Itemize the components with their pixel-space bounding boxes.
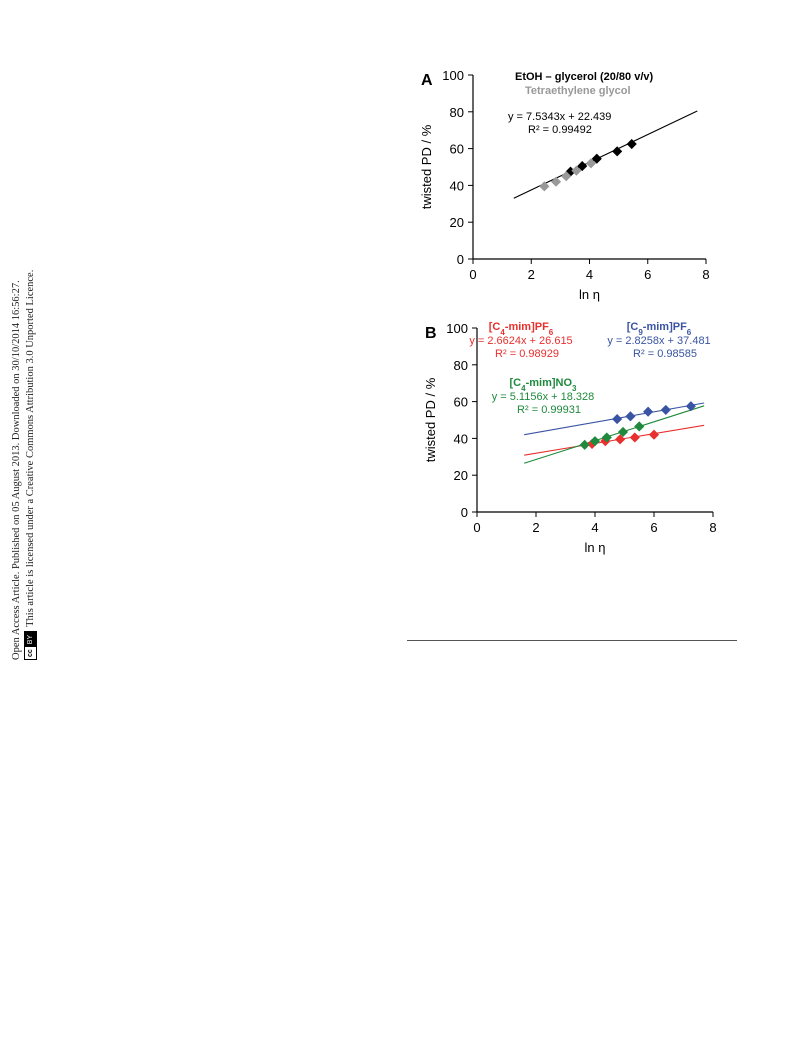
data-point: [585, 158, 597, 169]
fit-line: [524, 424, 705, 456]
data-point: [660, 404, 671, 415]
x-tick-label: 8: [702, 267, 709, 282]
data-point: [648, 429, 660, 440]
data-point: [625, 411, 636, 422]
y-tick-label: 0: [461, 505, 468, 520]
fit-line: [524, 405, 705, 464]
data-point: [643, 406, 654, 417]
y-axis-title: twisted PD / %: [419, 124, 434, 209]
y-tick-label: 60: [450, 142, 464, 157]
y-tick-label: 0: [457, 252, 464, 267]
y-tick-label: 20: [454, 468, 468, 483]
y-tick-label: 80: [454, 358, 468, 373]
y-axis-title: twisted PD / %: [423, 377, 438, 462]
data-point: [617, 426, 629, 438]
data-point: [589, 436, 601, 447]
data-point: [579, 439, 590, 450]
y-tick-label: 20: [450, 215, 464, 230]
y-tick-label: 80: [450, 105, 464, 120]
y-tick-label: 40: [454, 431, 468, 446]
data-point: [577, 161, 588, 172]
data-point: [634, 421, 645, 432]
x-axis-title: ln η: [579, 287, 600, 302]
fit-equation: y = 7.5343x + 22.439: [508, 111, 611, 123]
x-tick-label: 4: [591, 520, 598, 535]
license-notice: ccBY This article is licensed under a Cre…: [24, 200, 38, 660]
y-tick-label: 40: [450, 178, 464, 193]
x-tick-label: 2: [528, 267, 535, 282]
fit-r2: R² = 0.98585: [633, 348, 697, 360]
fit-equation: y = 5.1156x + 18.328: [492, 391, 595, 403]
data-point: [615, 434, 626, 445]
data-point: [629, 432, 640, 443]
cc-badge-label: cc: [25, 647, 37, 659]
data-point: [612, 146, 623, 157]
panel-label: A: [421, 72, 433, 89]
x-tick-label: 6: [650, 520, 657, 535]
fit-equation: y = 2.6624x + 26.615: [469, 335, 572, 347]
chart-panel-b: B 0 20 40 60 80 100 0 2 4 6 8 ln η twisted PD / % [C4-…: [423, 321, 717, 555]
legend-entry: [C4-mim]NO3: [510, 377, 578, 393]
data-point: [601, 432, 612, 443]
x-axis-title: ln η: [585, 540, 606, 555]
y-tick-label: 100: [446, 321, 468, 336]
x-tick-label: 0: [473, 520, 480, 535]
data-point: [561, 171, 572, 182]
fit-equation: y = 2.8258x + 37.481: [607, 335, 710, 347]
data-point: [571, 165, 582, 176]
cc-by-badge-icon[interactable]: ccBY: [24, 630, 38, 660]
fit-r2: R² = 0.99492: [528, 124, 592, 136]
data-point: [591, 153, 602, 164]
data-point: [685, 401, 696, 412]
x-tick-label: 8: [709, 520, 716, 535]
data-point: [626, 138, 637, 150]
access-notice: Open Access Article. Published on 05 Aug…: [11, 280, 22, 660]
panel-label: B: [425, 325, 437, 342]
figure: A 0 20 40 60 80 100 0 2 4 6 8 ln η twisted PD / % EtOH…: [400, 50, 760, 570]
data-point: [550, 176, 562, 187]
data-point: [612, 414, 623, 425]
x-tick-label: 0: [469, 267, 476, 282]
license-text[interactable]: This article is licensed under a Creativ…: [25, 269, 36, 627]
fit-r2: R² = 0.98929: [495, 348, 559, 360]
y-tick-label: 100: [442, 68, 464, 83]
x-tick-label: 6: [644, 267, 651, 282]
legend-entry: Tetraethylene glycol: [525, 85, 631, 97]
license-sidebar: Open Access Article. Published on 05 Aug…: [10, 200, 38, 660]
x-tick-label: 4: [586, 267, 593, 282]
y-tick-label: 60: [454, 395, 468, 410]
legend-entry: [C9-mim]PF6: [627, 321, 692, 337]
chart-panel-a: A 0 20 40 60 80 100 0 2 4 6 8 ln η twisted PD / % EtOH…: [419, 68, 710, 302]
license-sidebar-text: Open Access Article. Published on 05 Aug…: [10, 200, 38, 660]
fit-r2: R² = 0.99931: [517, 404, 581, 416]
data-point: [539, 181, 550, 192]
section-divider: [407, 640, 737, 641]
legend-entry: EtOH – glycerol (20/80 v/v): [515, 71, 654, 83]
x-tick-label: 2: [532, 520, 539, 535]
legend-entry: [C4-mim]PF6: [489, 321, 554, 337]
by-badge-label: BY: [25, 631, 37, 648]
